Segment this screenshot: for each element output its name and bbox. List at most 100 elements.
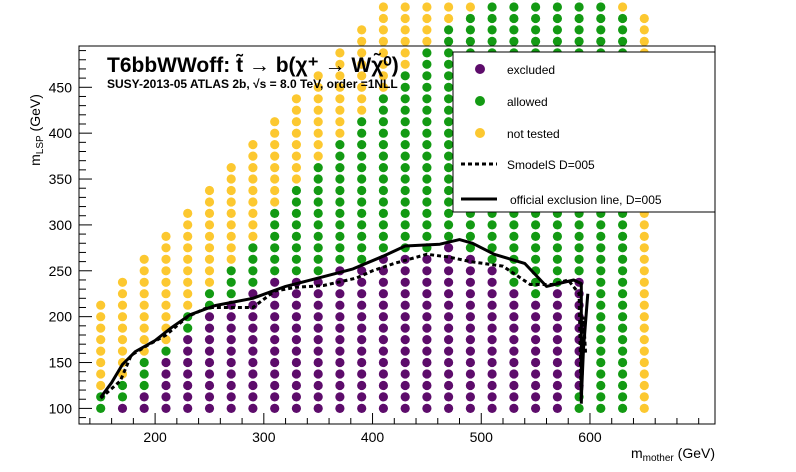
allowed-point <box>487 2 497 12</box>
allowed-point <box>422 185 432 196</box>
excluded-point <box>422 323 432 333</box>
not-tested-point <box>183 208 193 218</box>
not-tested-point <box>270 174 280 184</box>
allowed-point <box>313 231 323 241</box>
not-tested-point <box>139 277 149 287</box>
excluded-point <box>400 357 410 368</box>
allowed-point <box>444 71 454 81</box>
not-tested-point <box>204 266 215 276</box>
not-tested-point <box>291 128 301 138</box>
excluded-point <box>357 403 367 413</box>
allowed-point <box>487 13 497 24</box>
excluded-point <box>226 357 236 368</box>
allowed-point <box>270 243 280 253</box>
not-tested-point <box>117 346 128 356</box>
not-tested-point <box>96 323 106 333</box>
allowed-point <box>313 185 323 196</box>
allowed-point <box>422 220 432 230</box>
not-tested-point <box>378 13 388 24</box>
excluded-point <box>465 369 475 379</box>
allowed-point <box>574 243 584 253</box>
excluded-point <box>552 300 563 310</box>
allowed-point <box>618 357 628 368</box>
allowed-point <box>444 185 454 196</box>
excluded-point <box>487 312 497 322</box>
allowed-point <box>270 266 280 276</box>
excluded-point <box>422 254 432 264</box>
excluded-point <box>465 403 475 413</box>
not-tested-point <box>139 300 149 310</box>
allowed-point <box>291 254 301 264</box>
excluded-point <box>291 289 301 299</box>
allowed-point <box>226 289 236 299</box>
allowed-point <box>618 36 628 47</box>
excluded-point <box>444 346 454 356</box>
excluded-point <box>335 392 345 402</box>
not-tested-point <box>639 289 649 299</box>
excluded-point <box>313 312 323 322</box>
allowed-point <box>444 25 454 35</box>
not-tested-point <box>378 2 388 12</box>
not-tested-point <box>117 277 128 287</box>
not-tested-point <box>400 25 410 35</box>
allowed-point <box>487 25 497 35</box>
allowed-point <box>335 243 345 253</box>
allowed-point <box>444 36 454 47</box>
allowed-point <box>465 25 475 35</box>
y-tick-label: 400 <box>49 125 73 141</box>
allowed-point <box>378 197 388 207</box>
excluded-point <box>422 312 432 322</box>
allowed-point <box>400 128 410 138</box>
not-tested-point <box>639 254 649 264</box>
not-tested-point <box>378 48 388 58</box>
not-tested-point <box>226 254 236 264</box>
not-tested-point <box>291 140 301 150</box>
excluded-point <box>291 403 301 413</box>
excluded-point <box>335 357 345 368</box>
not-tested-point <box>96 357 106 368</box>
not-tested-point <box>183 220 193 230</box>
allowed-point <box>444 151 454 161</box>
excluded-point <box>226 312 236 322</box>
not-tested-point <box>400 59 410 69</box>
excluded-point <box>378 277 388 287</box>
y-tick-label: 350 <box>49 171 73 187</box>
not-tested-point <box>204 197 215 207</box>
excluded-point <box>509 392 519 402</box>
excluded-point <box>552 357 563 368</box>
excluded-point <box>487 266 497 276</box>
allowed-point <box>335 208 345 218</box>
allowed-point <box>378 231 388 241</box>
allowed-point <box>335 254 345 264</box>
not-tested-point <box>313 71 323 81</box>
excluded-point <box>444 369 454 379</box>
axes: 200 300 400 500 600 100 150 200 250 300 350 400 450 <box>49 50 700 445</box>
x-axis-label: mmother (GeV) <box>631 445 715 464</box>
allowed-point <box>618 243 628 253</box>
excluded-point <box>487 392 497 402</box>
not-tested-point <box>226 208 236 218</box>
not-tested-point <box>291 105 301 115</box>
allowed-point <box>465 231 475 241</box>
not-tested-point <box>96 335 106 345</box>
not-tested-point <box>270 185 280 196</box>
svg-text:mLSP (GeV): mLSP (GeV) <box>27 94 46 166</box>
not-tested-point <box>639 300 649 310</box>
allowed-point <box>378 163 388 173</box>
not-tested-point <box>313 128 323 138</box>
excluded-point <box>378 403 388 413</box>
not-tested-point <box>400 2 410 12</box>
excluded-point <box>444 289 454 299</box>
not-tested-point <box>96 346 106 356</box>
allowed-point <box>444 231 454 241</box>
allowed-point <box>596 277 606 287</box>
allowed-point <box>596 220 606 230</box>
excluded-point <box>531 403 541 413</box>
allowed-point <box>313 197 323 207</box>
not-tested-point <box>639 243 649 253</box>
excluded-point <box>313 380 323 391</box>
allowed-point <box>400 94 410 104</box>
allowed-point <box>444 140 454 150</box>
allowed-point <box>552 13 563 24</box>
not-tested-point <box>291 117 301 127</box>
